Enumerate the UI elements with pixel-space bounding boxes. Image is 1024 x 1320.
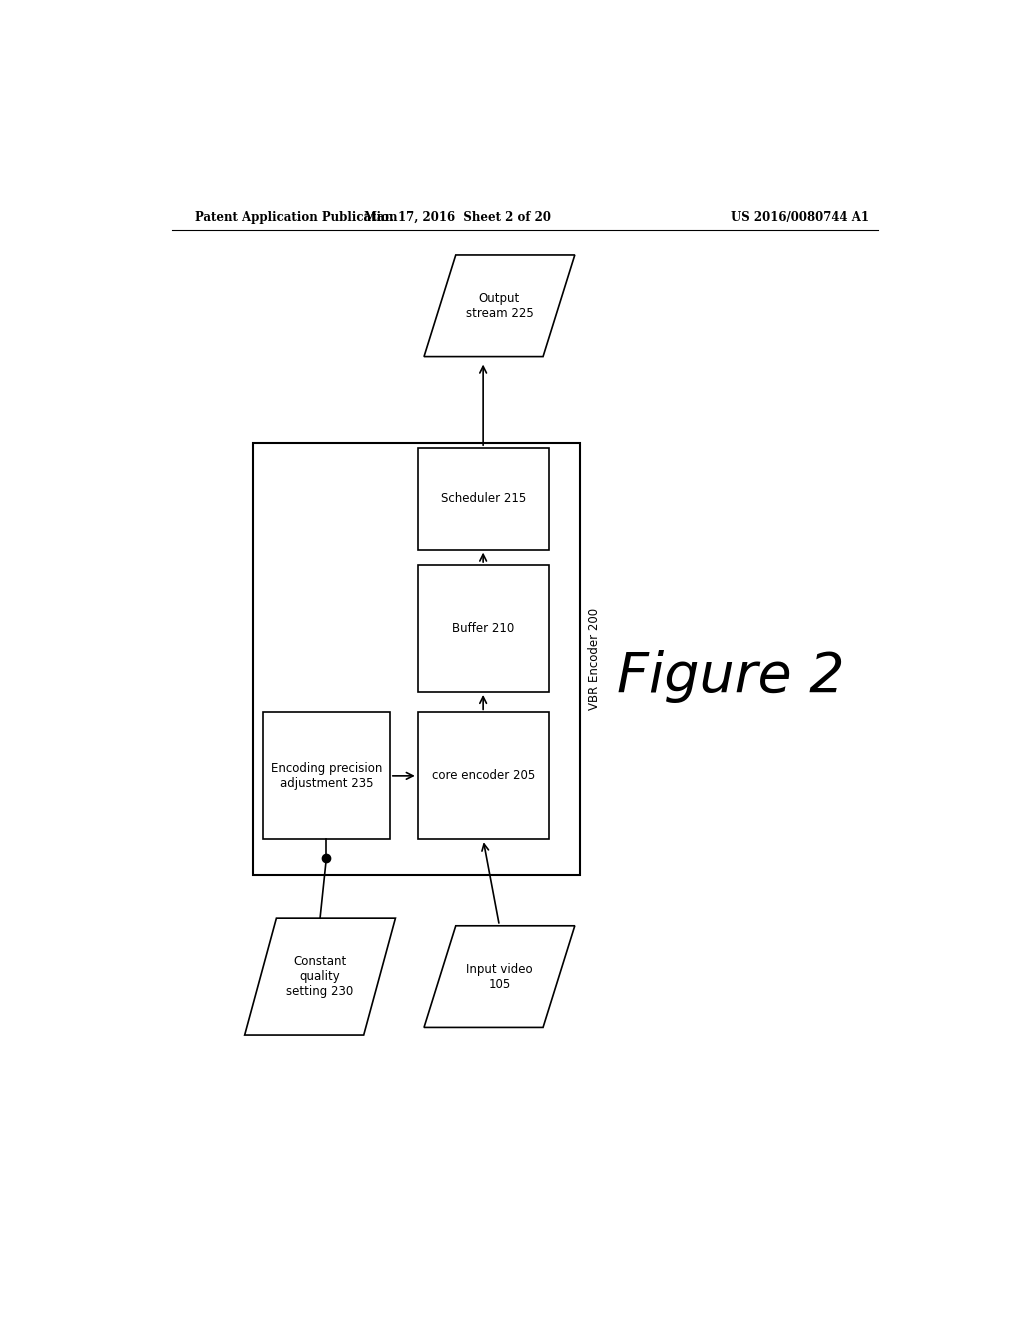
Text: Scheduler 215: Scheduler 215: [440, 492, 525, 506]
Text: Patent Application Publication: Patent Application Publication: [196, 211, 398, 224]
Bar: [263, 713, 390, 840]
Bar: [418, 447, 549, 549]
Bar: [418, 713, 549, 840]
Text: Encoding precision
adjustment 235: Encoding precision adjustment 235: [270, 762, 382, 789]
Bar: [418, 565, 549, 692]
Text: core encoder 205: core encoder 205: [431, 770, 535, 783]
Text: Constant
quality
setting 230: Constant quality setting 230: [287, 956, 353, 998]
Text: VBR Encoder 200: VBR Encoder 200: [588, 609, 601, 710]
Bar: [253, 444, 581, 875]
Text: Mar. 17, 2016  Sheet 2 of 20: Mar. 17, 2016 Sheet 2 of 20: [364, 211, 551, 224]
Text: US 2016/0080744 A1: US 2016/0080744 A1: [731, 211, 869, 224]
Text: Figure 2: Figure 2: [617, 651, 845, 704]
Text: Buffer 210: Buffer 210: [452, 622, 514, 635]
Text: Input video
105: Input video 105: [466, 962, 532, 990]
Text: Output
stream 225: Output stream 225: [466, 292, 534, 319]
